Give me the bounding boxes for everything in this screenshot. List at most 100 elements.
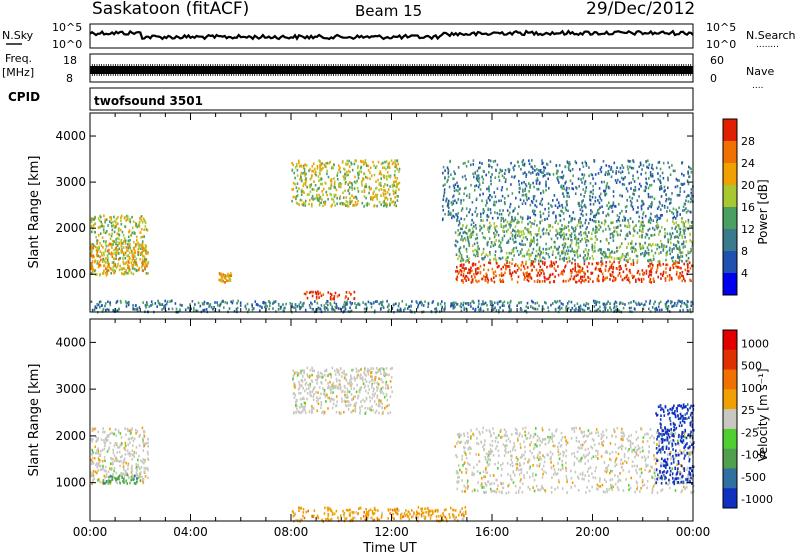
scatter-cell [90, 224, 93, 228]
scatter-cell [370, 367, 372, 370]
scatter-cell [662, 270, 665, 274]
scatter-cell [602, 303, 605, 306]
scatter-cell [544, 280, 546, 283]
scatter-cell [690, 279, 692, 283]
scatter-cell [637, 301, 640, 305]
scatter-cell [660, 195, 663, 198]
scatter-cell [363, 163, 365, 166]
scatter-cell [300, 190, 303, 193]
scatter-cell [139, 243, 142, 247]
scatter-cell [538, 269, 541, 273]
scatter-cell [574, 235, 577, 239]
scatter-cell [684, 220, 687, 223]
scatter-cell [656, 269, 658, 272]
scatter-cell [539, 256, 541, 259]
scatter-cell [302, 201, 305, 205]
scatter-cell [687, 266, 689, 269]
scatter-cell [517, 234, 519, 237]
scatter-cell [542, 262, 544, 265]
scatter-cell [351, 382, 353, 386]
scatter-cell [108, 242, 111, 246]
scatter-cell [115, 457, 117, 461]
scatter-cell [599, 251, 602, 255]
scatter-cell [377, 178, 379, 182]
scatter-cell [457, 233, 459, 237]
scatter-cell [470, 281, 473, 284]
scatter-cell [650, 273, 652, 277]
scatter-cell [221, 299, 224, 303]
scatter-cell [540, 250, 542, 254]
scatter-cell [108, 308, 110, 312]
scatter-cell [584, 254, 586, 257]
scatter-cell [666, 232, 669, 236]
scatter-cell [510, 183, 512, 186]
scatter-cell [355, 195, 357, 199]
scatter-cell [214, 309, 216, 313]
scatter-cell [112, 261, 115, 264]
scatter-cell [384, 192, 387, 196]
scatter-cell [500, 267, 503, 271]
scatter-cell [526, 250, 529, 254]
scatter-cell [142, 437, 144, 440]
scatter-cell [516, 304, 518, 307]
scatter-cell [338, 164, 340, 167]
scatter-cell [629, 257, 631, 260]
scatter-cell [336, 171, 339, 175]
scatter-cell [100, 215, 102, 219]
scatter-cell [533, 236, 535, 240]
scatter-cell [99, 468, 102, 472]
scatter-cell [479, 166, 481, 169]
scatter-cell [627, 168, 629, 171]
scatter-cell [493, 231, 495, 235]
scatter-cell [300, 403, 303, 406]
scatter-cell [464, 187, 466, 190]
scatter-cell [469, 234, 471, 238]
scatter-cell [116, 252, 118, 255]
scatter-cell [302, 190, 304, 193]
scatter-cell [141, 252, 143, 255]
scatter-cell [365, 164, 368, 167]
scatter-cell [96, 465, 99, 469]
scatter-cell [135, 235, 138, 239]
scatter-cell [99, 453, 102, 457]
scatter-cell [474, 307, 477, 311]
scatter-cell [444, 302, 446, 305]
scatter-cell [482, 236, 485, 239]
scatter-cell [676, 266, 679, 269]
scatter-cell [120, 249, 122, 253]
scatter-cell [131, 226, 134, 230]
scatter-cell [494, 250, 497, 253]
scatter-cell [357, 199, 359, 203]
scatter-cell [343, 303, 345, 307]
scatter-cell [353, 196, 355, 200]
scatter-cell [339, 202, 341, 205]
scatter-cell [95, 273, 98, 276]
scatter-cell [430, 310, 433, 313]
scatter-cell [333, 295, 336, 298]
scatter-cell [612, 266, 615, 269]
scatter-cell [520, 243, 522, 246]
scatter-cell [494, 203, 496, 207]
scatter-cell [345, 196, 348, 199]
scatter-cell [532, 301, 534, 304]
scatter-cell [518, 183, 521, 186]
scatter-cell [592, 192, 594, 196]
scatter-cell [628, 171, 630, 175]
scatter-cell [530, 262, 533, 265]
scatter-cell [127, 264, 129, 268]
scatter-cell [121, 248, 123, 251]
scatter-cell [441, 305, 443, 309]
scatter-cell [344, 189, 346, 192]
scatter-cell [119, 432, 122, 435]
scatter-cell [642, 213, 644, 216]
scatter-cell [92, 473, 95, 477]
scatter-cell [506, 187, 508, 191]
scatter-cell [642, 246, 645, 250]
scatter-cell [641, 252, 644, 255]
scatter-cell [685, 211, 688, 214]
scatter-cell [594, 196, 597, 199]
scatter-cell [491, 279, 493, 282]
scatter-cell [480, 303, 483, 306]
scatter-cell [592, 177, 594, 180]
scatter-cell [649, 195, 652, 199]
